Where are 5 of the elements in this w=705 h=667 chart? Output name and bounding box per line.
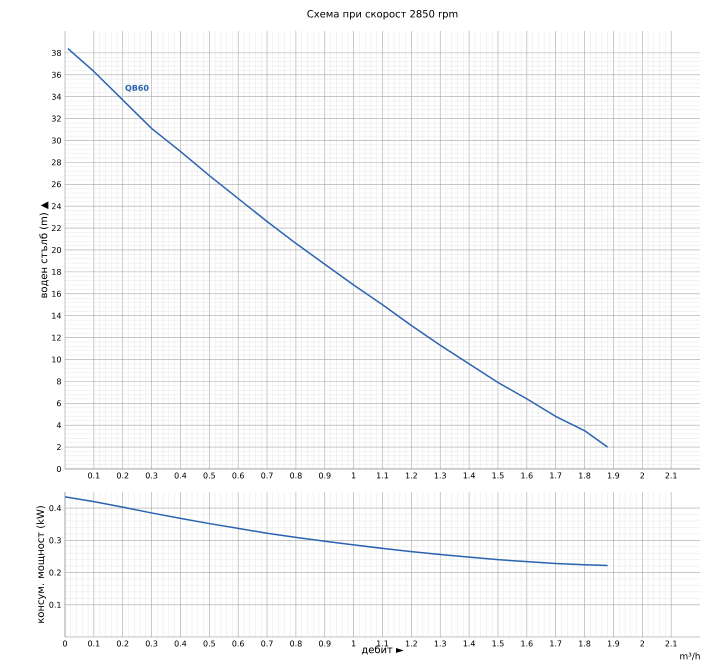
text: m³/h xyxy=(680,652,700,660)
chart-title: Схема при скорост 2850 rpm xyxy=(307,10,458,20)
y-axis-title: воден стълб (m) ▲ xyxy=(39,202,49,298)
x-axis-title: дебит ► xyxy=(362,645,404,654)
y-axis-title: консум. мощност (kW) xyxy=(36,506,46,623)
